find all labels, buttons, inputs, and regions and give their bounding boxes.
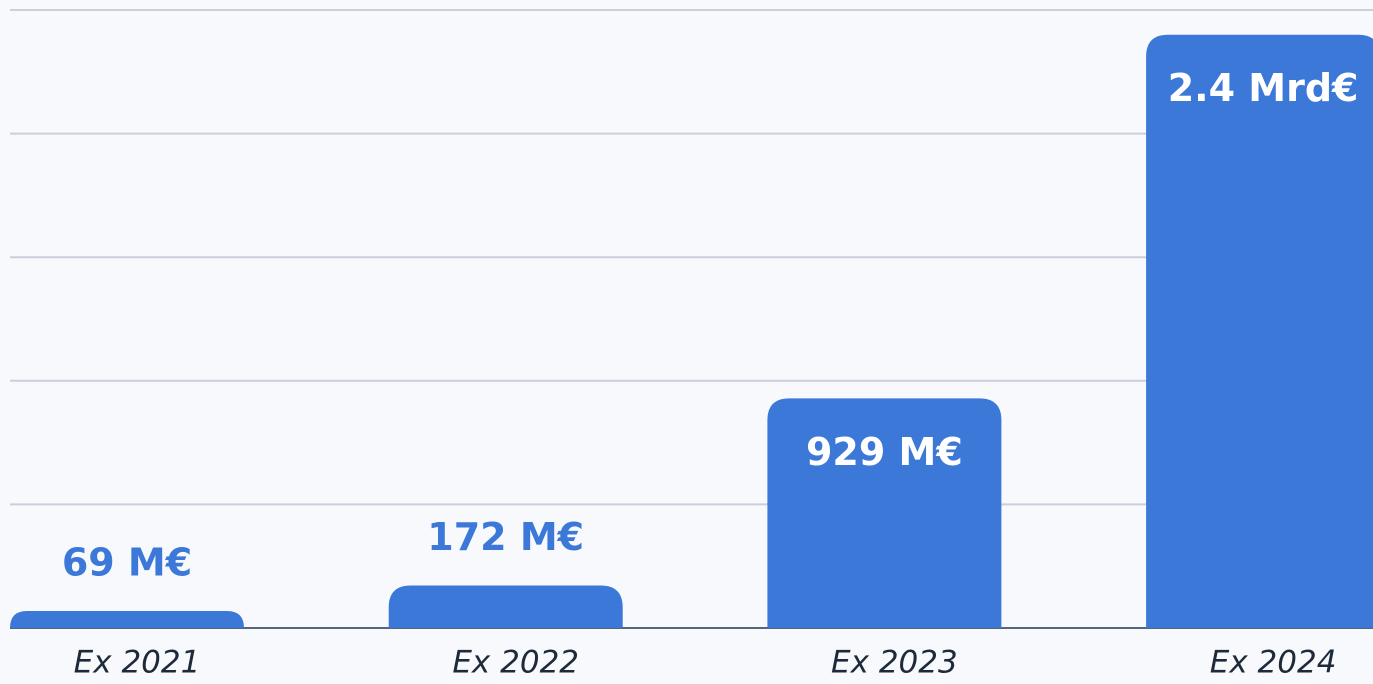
x-tick-label: Ex 2024 — [1210, 645, 1337, 681]
x-tick-label: Ex 2023 — [831, 645, 958, 681]
bar — [10, 610, 244, 628]
bar — [767, 398, 1002, 628]
x-tick-label: Ex 2021 — [74, 645, 201, 681]
x-tick-label: Ex 2022 — [452, 645, 579, 681]
bar — [388, 585, 623, 628]
value-label: 69 M€ — [62, 540, 192, 584]
value-label: 2.4 Mrd€ — [1168, 66, 1359, 110]
value-label: 929 M€ — [806, 430, 963, 474]
value-label: 172 M€ — [427, 515, 584, 559]
bar — [1146, 34, 1373, 628]
